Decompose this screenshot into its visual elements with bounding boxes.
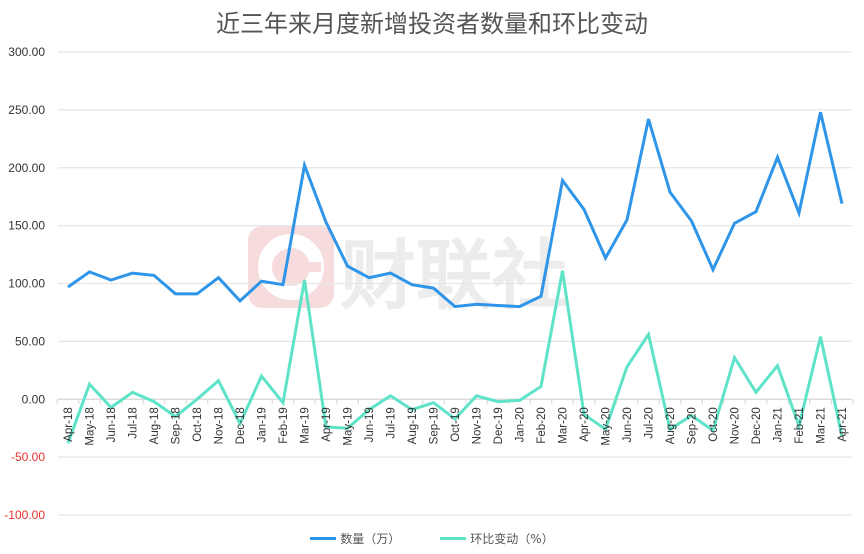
x-tick-label: Jun-18 (106, 407, 118, 442)
x-tick-label: Oct-20 (708, 407, 720, 442)
legend-item-quantity[interactable]: 数量（万） (310, 530, 400, 547)
legend-item-change[interactable]: 环比变动（%） (440, 530, 554, 547)
y-tick-label: 300.00 (8, 45, 45, 59)
x-tick-label: Apr-21 (837, 407, 849, 442)
x-tick-label: May-20 (601, 407, 613, 445)
x-tick-label: Sep-19 (429, 407, 441, 444)
x-tick-label: Sep-18 (171, 407, 183, 444)
series-line-quantity[interactable] (67, 111, 844, 309)
x-tick-label: Nov-20 (730, 407, 742, 444)
x-tick-label: Dec-20 (751, 407, 763, 444)
y-tick-label: 50.00 (15, 334, 45, 348)
x-tick-label: Nov-19 (472, 407, 484, 444)
x-tick-label: Jul-20 (644, 407, 656, 438)
legend-swatch-change (440, 537, 467, 540)
x-tick-label: Apr-19 (321, 407, 333, 442)
x-tick-label: Jun-19 (364, 407, 376, 442)
x-tick-label: Jun-20 (622, 407, 634, 442)
x-tick-label: Jan-21 (773, 407, 785, 442)
y-tick-label: 200.00 (8, 161, 45, 175)
x-tick-label: Jan-20 (515, 407, 527, 442)
x-tick-label: Apr-18 (63, 407, 75, 442)
x-tick-label: Dec-19 (493, 407, 505, 444)
x-tick-label: Mar-21 (816, 407, 828, 443)
y-tick-label: 250.00 (8, 103, 45, 117)
y-tick-label: 150.00 (8, 219, 45, 233)
x-tick-label: Aug-18 (149, 407, 161, 444)
x-tick-label: Jul-18 (128, 407, 140, 438)
x-tick-label: May-18 (85, 407, 97, 445)
y-tick-label: -50.00 (11, 450, 45, 464)
legend-label-change: 环比变动（%） (470, 532, 554, 546)
y-tick-label: 100.00 (8, 277, 45, 291)
x-tick-label: Aug-20 (665, 407, 677, 444)
x-tick-label: May-19 (343, 407, 355, 445)
x-tick-label: Jan-19 (257, 407, 269, 442)
x-tick-label: Feb-21 (794, 407, 806, 443)
x-tick-label: Nov-18 (214, 407, 226, 444)
legend-swatch-quantity (310, 537, 337, 540)
x-tick-label: Jul-19 (386, 407, 398, 438)
x-tick-label: Dec-18 (235, 407, 247, 444)
y-tick-label: 0.00 (22, 392, 46, 406)
x-tick-label: Mar-20 (558, 407, 570, 443)
legend: 数量（万） 环比变动（%） (0, 530, 864, 547)
x-tick-label: Feb-19 (278, 407, 290, 443)
x-tick-label: Apr-20 (579, 407, 591, 442)
y-tick-label: -100.00 (4, 508, 45, 522)
x-tick-label: Oct-19 (450, 407, 462, 442)
x-tick-label: Aug-19 (407, 407, 419, 444)
legend-label-quantity: 数量（万） (340, 532, 401, 546)
series-line-change[interactable] (66, 270, 844, 444)
x-tick-label: Feb-20 (536, 407, 548, 443)
x-tick-label: Mar-19 (300, 407, 312, 443)
x-tick-label: Sep-20 (687, 407, 699, 444)
x-tick-label: Oct-18 (192, 407, 204, 442)
chart-title: 近三年来月度新增投资者数量和环比变动 (216, 10, 648, 38)
